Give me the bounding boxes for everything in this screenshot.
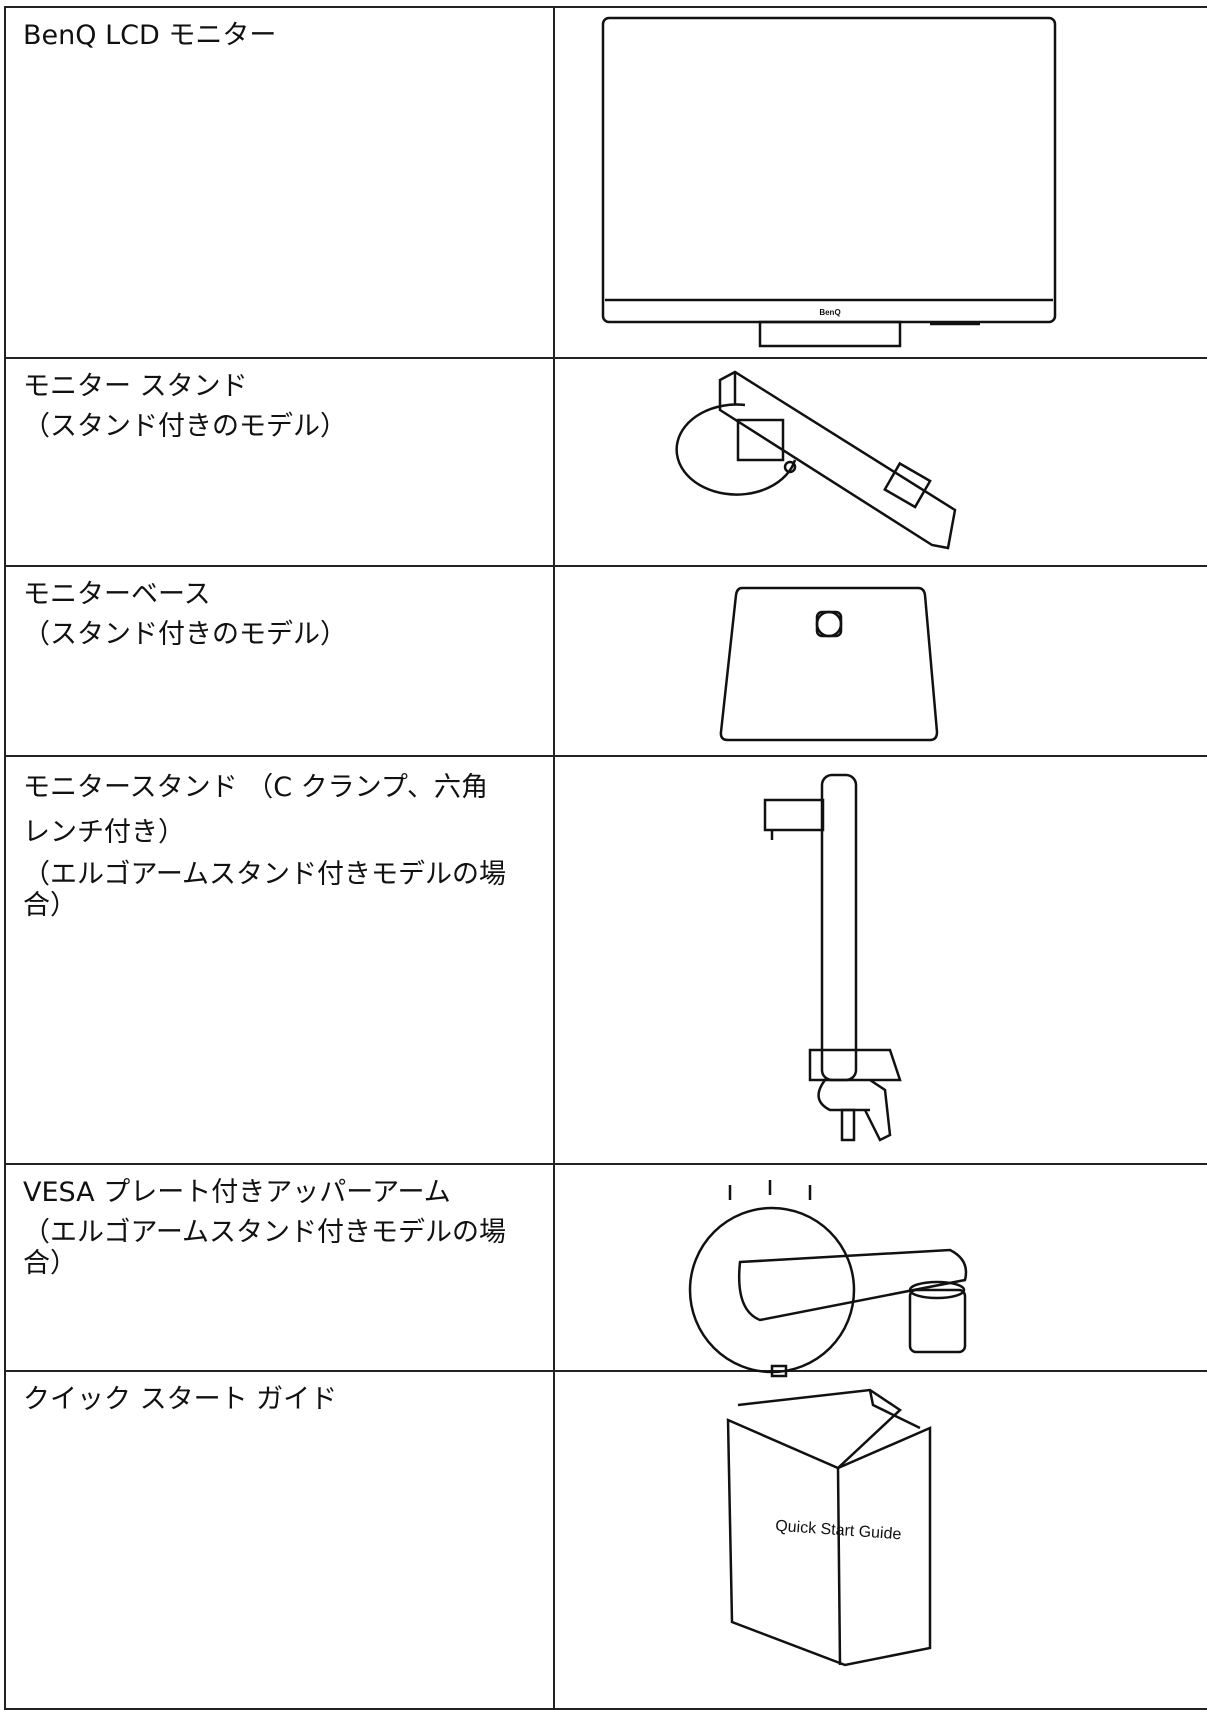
item-image bbox=[553, 757, 1207, 1163]
table-row: モニタースタンド （C クランプ、六角 レンチ付き） （エルゴアームスタンド付きモデ… bbox=[4, 755, 1207, 1163]
text-line: レンチ付き） bbox=[23, 817, 185, 848]
table-row: モニター スタンド （スタンド付きのモデル） bbox=[4, 357, 1207, 565]
item-image bbox=[553, 1372, 1207, 1708]
item-name: VESA プレート付きアッパーアーム （エルゴアームスタンド付きモデルの場 合） bbox=[4, 1165, 553, 1370]
text-line: （スタンド付きのモデル） bbox=[23, 411, 347, 442]
text-line: BenQ LCD モニター bbox=[23, 20, 277, 51]
item-name: クイック スタート ガイド bbox=[4, 1372, 553, 1708]
item-image bbox=[553, 359, 1207, 565]
text-line: モニター スタンド bbox=[23, 371, 248, 402]
item-name: モニター スタンド （スタンド付きのモデル） bbox=[4, 359, 553, 565]
item-image bbox=[553, 1165, 1207, 1370]
text-line: 合） bbox=[23, 1248, 77, 1279]
text-line: モニターベース bbox=[23, 579, 211, 610]
text-line: 合） bbox=[23, 890, 77, 921]
item-name: モニタースタンド （C クランプ、六角 レンチ付き） （エルゴアームスタンド付きモデ… bbox=[4, 757, 553, 1163]
text-line: VESA プレート付きアッパーアーム bbox=[23, 1177, 451, 1208]
text-line: （エルゴアームスタンド付きモデルの場 bbox=[23, 1217, 507, 1248]
item-name: BenQ LCD モニター bbox=[4, 8, 553, 357]
table-row: クイック スタート ガイド bbox=[4, 1370, 1207, 1710]
text-line: モニタースタンド （C クランプ、六角 bbox=[23, 772, 489, 803]
table-row: BenQ LCD モニター bbox=[4, 6, 1207, 357]
contents-table: BenQ LCD モニター モニター スタンド （スタンド付きのモデル） モニター… bbox=[4, 6, 1207, 1710]
table-row: モニターベース （スタンド付きのモデル） bbox=[4, 565, 1207, 755]
item-name: モニターベース （スタンド付きのモデル） bbox=[4, 567, 553, 755]
text-line: （スタンド付きのモデル） bbox=[23, 619, 347, 650]
item-image bbox=[553, 8, 1207, 357]
text-line: （エルゴアームスタンド付きモデルの場 bbox=[23, 859, 507, 890]
text-line: クイック スタート ガイド bbox=[23, 1384, 338, 1415]
table-row: VESA プレート付きアッパーアーム （エルゴアームスタンド付きモデルの場 合） bbox=[4, 1163, 1207, 1370]
item-image bbox=[553, 567, 1207, 755]
